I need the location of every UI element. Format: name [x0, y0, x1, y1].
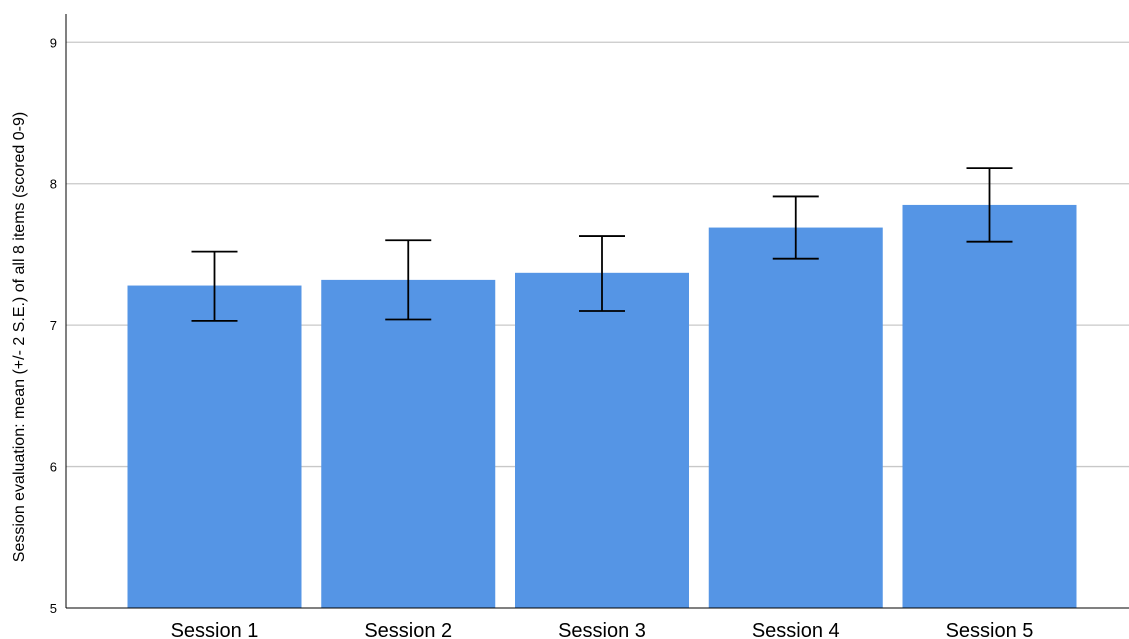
- error-bar-4: [772, 195, 819, 260]
- x-tick-label: Session 3: [558, 620, 646, 639]
- y-tick-labels: 5 6 7 8 9: [50, 35, 57, 616]
- x-tick-label: Session 4: [752, 620, 840, 639]
- y-tick-label: 7: [50, 318, 57, 333]
- bar-3: [515, 272, 689, 608]
- error-bar-1: [191, 250, 238, 322]
- x-tick-labels: Session 1 Session 2 Session 3 Session 4 Sess…: [171, 620, 1034, 639]
- bar-2: [321, 279, 496, 608]
- y-tick-label: 5: [50, 601, 57, 616]
- x-tick-label: Session 5: [946, 620, 1034, 639]
- y-tick-label: 8: [50, 177, 57, 192]
- error-bar-2: [385, 239, 432, 321]
- y-tick-label: 9: [50, 35, 57, 50]
- bars: [127, 204, 1077, 609]
- bar-5: [902, 204, 1077, 608]
- bar-1: [127, 285, 302, 608]
- error-bar-5: [966, 167, 1013, 243]
- bar-4: [708, 227, 883, 609]
- x-tick-label: Session 2: [364, 620, 452, 639]
- error-bar-3: [579, 235, 625, 312]
- y-tick-label: 6: [50, 460, 57, 475]
- y-axis-title: Session evaluation: mean (+/- 2 S.E.) of…: [11, 112, 28, 562]
- error-bars: [191, 167, 1013, 322]
- x-tick-label: Session 1: [171, 620, 259, 639]
